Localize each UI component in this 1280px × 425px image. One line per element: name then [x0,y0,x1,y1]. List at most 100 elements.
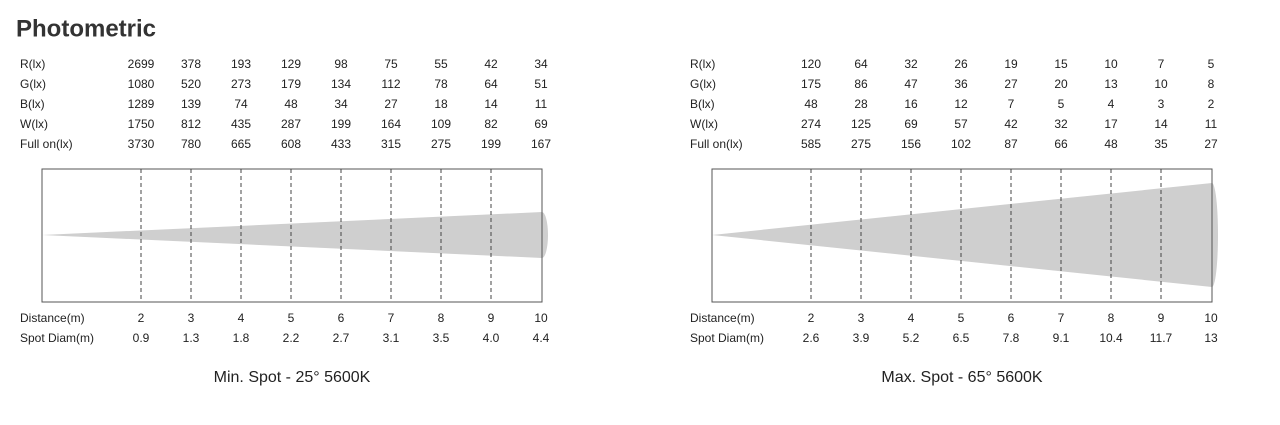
cell: 275 [431,137,451,151]
cell: 87 [1004,137,1018,151]
cell: 129 [281,57,301,71]
cell: 19 [1004,57,1018,71]
cell: 193 [231,57,251,71]
cell: 48 [1104,137,1118,151]
caption: Max. Spot - 65° 5600K [881,369,1042,386]
cell: 7 [1008,97,1015,111]
cell: 109 [431,117,451,131]
cell: 66 [1054,137,1068,151]
cell: 585 [801,137,821,151]
cell: 3 [188,311,195,325]
cell: 435 [231,117,251,131]
row-label: W(lx) [20,117,48,131]
cell: 112 [381,77,400,91]
cell: 3730 [128,137,155,151]
cell: 27 [1004,77,1018,91]
row-label: G(lx) [690,77,716,91]
cell: 27 [384,97,398,111]
cell: 2 [138,311,145,325]
cell: 6 [338,311,345,325]
cell: 3 [858,311,865,325]
cell: 6.5 [953,331,970,345]
cell: 5 [288,311,295,325]
diagram-frame [41,168,543,303]
cell: 0.9 [133,331,150,345]
cell: 3.9 [853,331,870,345]
cell: 433 [331,137,351,151]
cell: 3.1 [383,331,400,345]
diagram-frame [711,168,1213,303]
cell: 14 [484,97,498,111]
cell: 2.2 [283,331,300,345]
page-title: Photometric [16,15,156,42]
cell: 10 [1154,77,1168,91]
cell: 1.8 [233,331,250,345]
cell: 315 [381,137,401,151]
cell: 51 [534,77,548,91]
cell: 2.7 [333,331,350,345]
cell: 55 [434,57,448,71]
cell: 378 [181,57,201,71]
caption: Min. Spot - 25° 5600K [214,369,371,386]
cell: 1750 [128,117,155,131]
cell: 15 [1054,57,1068,71]
cell: 42 [484,57,498,71]
cell: 5.2 [903,331,920,345]
cell: 57 [954,117,968,131]
cell: 13 [1204,331,1218,345]
cell: 13 [1104,77,1118,91]
cell: 274 [801,117,821,131]
cell: 1.3 [183,331,200,345]
cell: 12 [954,97,968,111]
cell: 82 [484,117,498,131]
cell: 4 [238,311,245,325]
cell: 3.5 [433,331,450,345]
cell: 11 [535,97,548,111]
cell: 175 [801,77,821,91]
row-label: R(lx) [690,57,715,71]
cell: 16 [904,97,918,111]
cell: 5 [1058,97,1065,111]
row-label: Full on(lx) [20,137,73,151]
cell: 7 [1158,57,1165,71]
cell: 8 [1108,311,1115,325]
cell: 812 [181,117,201,131]
row-label: G(lx) [20,77,46,91]
cell: 17 [1104,117,1118,131]
cell: 199 [481,137,501,151]
cell: 4.0 [483,331,500,345]
cell: 9 [1158,311,1165,325]
cell: 2 [808,311,815,325]
cell: 1080 [128,77,155,91]
row-label: R(lx) [20,57,45,71]
row-label: B(lx) [690,97,715,111]
cell: 18 [434,97,448,111]
row-label: Distance(m) [690,311,755,325]
cell: 74 [234,97,248,111]
cell: 125 [851,117,871,131]
cell: 34 [334,97,348,111]
cell: 64 [854,57,868,71]
cell: 4 [1108,97,1115,111]
cell: 4 [908,311,915,325]
cell: 1289 [128,97,155,111]
cell: 6 [1008,311,1015,325]
row-label: Spot Diam(m) [20,331,94,345]
beam [42,212,548,258]
row-label: Distance(m) [20,311,85,325]
cell: 36 [954,77,968,91]
cell: 275 [851,137,871,151]
cell: 5 [958,311,965,325]
cell: 69 [904,117,918,131]
cell: 273 [231,77,251,91]
cell: 10 [1204,311,1218,325]
row-label: B(lx) [20,97,45,111]
cell: 75 [384,57,398,71]
cell: 11 [1205,117,1218,131]
cell: 164 [381,117,401,131]
cell: 102 [951,137,971,151]
cell: 179 [281,77,301,91]
row-label: Spot Diam(m) [690,331,764,345]
cell: 14 [1154,117,1168,131]
